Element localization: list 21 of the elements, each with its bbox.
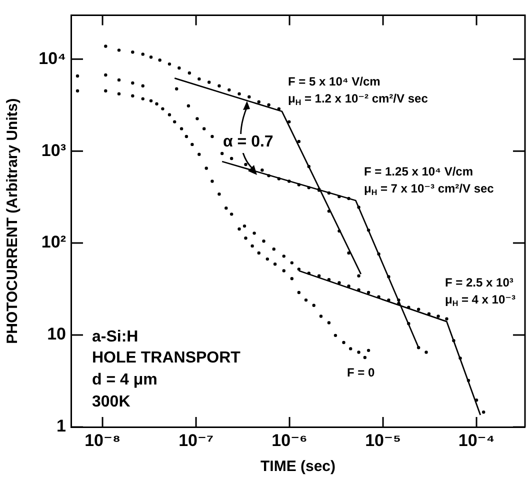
y-axis-title: PHOTOCURRENT (Arbitrary Units) <box>4 98 22 344</box>
annotation: F = 0 <box>347 365 376 380</box>
y-tick-label: 10 <box>47 324 66 344</box>
annotation: 300K <box>92 393 131 410</box>
x-axis-title: TIME (sec) <box>260 458 336 476</box>
x-tick-label: 10⁻⁶ <box>272 430 308 450</box>
x-tick-label: 10⁻⁷ <box>178 430 214 450</box>
annotation: F = 2.5 x 10³ <box>445 275 514 290</box>
y-tick-label: 10² <box>41 232 66 252</box>
x-tick-label: 10⁻⁵ <box>365 430 401 450</box>
annotation: HOLE TRANSPORT <box>92 349 241 366</box>
x-tick-label: 10⁻⁴ <box>458 430 495 450</box>
annotation: F = 5 x 10⁴ V/cm <box>288 74 380 88</box>
annotation: F = 1.25 x 10⁴ V/cm <box>364 164 474 178</box>
y-tick-label: 10³ <box>41 140 66 160</box>
y-tick-label: 1 <box>56 416 66 436</box>
annotation: α = 0.7 <box>223 133 274 150</box>
x-tick-label: 10⁻⁸ <box>84 430 120 450</box>
y-tick-label: 10⁴ <box>38 48 66 68</box>
annotation: a-Si:H <box>92 328 138 346</box>
annotation: d = 4 μm <box>92 371 158 388</box>
